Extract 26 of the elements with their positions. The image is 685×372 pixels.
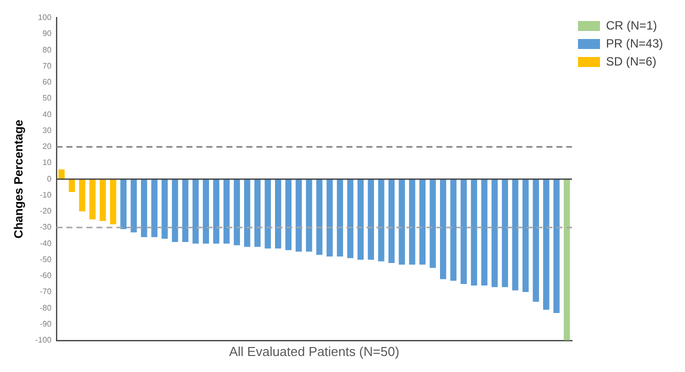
y-tick-label: -80 [40,303,52,312]
y-tick-label: 100 [38,13,52,22]
y-axis-title: Changes Percentage [12,119,26,238]
y-tick-label: -50 [40,254,52,264]
y-tick-label: 30 [42,126,52,135]
y-tick-label: 10 [42,158,52,168]
y-tick-label: 0 [46,174,52,184]
y-tick-label: -10 [40,190,52,200]
y-tick-label: 40 [42,110,52,119]
y-tick-label: 80 [42,45,52,54]
y-tick-label: -60 [40,271,52,280]
y-tick-label: -30 [40,222,52,232]
y-tick-label: -90 [40,319,52,328]
y-tick-label: 60 [42,78,52,87]
x-axis-title: All Evaluated Patients (N=50) [229,344,400,359]
y-tick-label: 50 [42,94,52,103]
y-tick-label: -100 [35,336,52,345]
y-tick-label: -20 [40,206,52,216]
legend-label: CR (N=1) [606,18,657,32]
y-tick-label: -70 [40,287,52,296]
y-tick-label: 90 [42,29,52,38]
y-tick-label: 70 [42,61,52,70]
legend-label: SD (N=6) [606,54,656,68]
legend-label: PR (N=43) [606,36,664,50]
y-tick-label: 20 [42,142,52,152]
y-tick-label: -40 [40,238,52,248]
